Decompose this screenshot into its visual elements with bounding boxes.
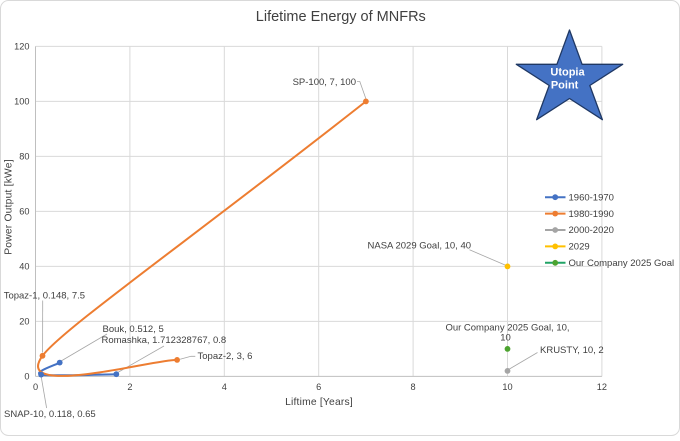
- svg-text:2: 2: [127, 382, 132, 392]
- svg-text:80: 80: [19, 152, 29, 162]
- svg-text:0: 0: [24, 372, 29, 382]
- svg-text:20: 20: [19, 317, 29, 327]
- svg-text:4: 4: [222, 382, 227, 392]
- svg-text:Our Company 2025 Goal, 10,: Our Company 2025 Goal, 10,: [445, 323, 569, 334]
- svg-text:SNAP-10, 0.118, 0.65: SNAP-10, 0.118, 0.65: [4, 409, 96, 420]
- svg-text:Bouk, 0.512, 5: Bouk, 0.512, 5: [103, 324, 164, 335]
- svg-text:Utopia: Utopia: [550, 66, 585, 78]
- svg-text:NASA 2029 Goal, 10, 40: NASA 2029 Goal, 10, 40: [368, 241, 472, 252]
- svg-text:6: 6: [316, 382, 321, 392]
- svg-text:0: 0: [33, 382, 38, 392]
- svg-text:60: 60: [19, 207, 29, 217]
- svg-text:12: 12: [597, 382, 607, 392]
- svg-text:Lifetime Energy of MNFRs: Lifetime Energy of MNFRs: [256, 9, 426, 25]
- svg-text:Topaz-2, 3, 6: Topaz-2, 3, 6: [198, 351, 253, 362]
- svg-text:Romashka, 1.712328767, 0.8: Romashka, 1.712328767, 0.8: [102, 335, 227, 346]
- svg-text:2029: 2029: [569, 242, 590, 253]
- svg-text:120: 120: [14, 42, 29, 52]
- svg-text:Point: Point: [551, 79, 579, 91]
- svg-text:100: 100: [14, 97, 29, 107]
- svg-text:Topaz-1, 0.148, 7.5: Topaz-1, 0.148, 7.5: [4, 291, 85, 302]
- svg-text:10: 10: [502, 382, 512, 392]
- svg-text:8: 8: [411, 382, 416, 392]
- svg-text:40: 40: [19, 262, 29, 272]
- svg-text:SP-100, 7, 100: SP-100, 7, 100: [293, 77, 356, 88]
- svg-text:2000-2020: 2000-2020: [569, 225, 614, 236]
- svg-text:Power Output [kWe]: Power Output [kWe]: [4, 159, 15, 255]
- svg-text:KRUSTY, 10, 2: KRUSTY, 10, 2: [540, 345, 604, 356]
- svg-text:Our Company 2025 Goal: Our Company 2025 Goal: [569, 258, 675, 269]
- svg-text:10: 10: [500, 333, 511, 344]
- svg-text:1980-1990: 1980-1990: [569, 209, 614, 220]
- svg-text:Liftime [Years]: Liftime [Years]: [285, 397, 353, 408]
- svg-text:1960-1970: 1960-1970: [569, 192, 614, 203]
